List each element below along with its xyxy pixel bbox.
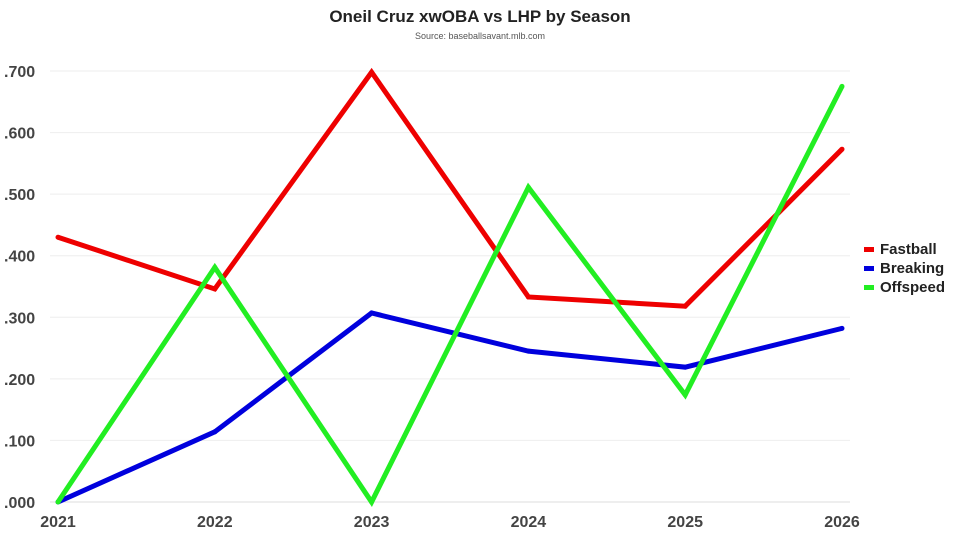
- data-point: [212, 264, 218, 270]
- data-point: [839, 83, 845, 89]
- legend: Fastball Breaking Offspeed: [864, 240, 945, 297]
- x-tick-label: 2023: [354, 514, 390, 531]
- data-point: [525, 184, 531, 190]
- x-tick-label: 2022: [197, 514, 233, 531]
- x-tick-label: 2026: [824, 514, 860, 531]
- legend-label: Breaking: [880, 260, 945, 277]
- data-point: [682, 364, 688, 370]
- data-point: [212, 286, 218, 292]
- y-tick-label: .200: [4, 372, 35, 389]
- y-tick-label: .500: [4, 187, 35, 204]
- y-tick-label: .600: [4, 126, 35, 143]
- data-point: [525, 348, 531, 354]
- series-line-fastball: [57, 67, 844, 309]
- legend-item[interactable]: Breaking: [864, 259, 945, 278]
- y-tick-label: .400: [4, 249, 35, 266]
- chart-subtitle: Source: baseballsavant.mlb.com: [414, 31, 546, 41]
- data-point: [369, 499, 375, 505]
- x-tick-label: 2021: [40, 514, 76, 531]
- data-point: [682, 303, 688, 309]
- legend-swatch: [864, 285, 874, 290]
- legend-label: Offspeed: [880, 279, 946, 296]
- x-tick-label: 2024: [511, 514, 547, 531]
- data-point: [369, 310, 375, 316]
- y-tick-label: .100: [4, 433, 35, 450]
- legend-label: Fastball: [880, 241, 937, 258]
- data-point: [839, 325, 845, 331]
- legend-swatch: [864, 266, 874, 271]
- y-tick-label: .300: [4, 310, 35, 327]
- chart-title: Oneil Cruz xwOBA vs LHP by Season: [329, 7, 631, 26]
- data-point: [369, 69, 375, 75]
- legend-item[interactable]: Fastball: [864, 240, 945, 259]
- legend-swatch: [864, 247, 874, 252]
- y-tick-label: .700: [4, 64, 35, 81]
- data-point: [212, 429, 218, 435]
- data-point: [55, 234, 61, 240]
- data-point: [839, 146, 845, 152]
- data-point: [55, 499, 61, 505]
- series-line-offspeed: [55, 85, 845, 507]
- y-tick-label: .000: [4, 495, 35, 512]
- data-point: [682, 392, 688, 398]
- data-point: [525, 294, 531, 300]
- legend-item[interactable]: Offspeed: [864, 278, 945, 297]
- series-line-breaking: [56, 310, 843, 505]
- x-tick-label: 2025: [667, 514, 703, 531]
